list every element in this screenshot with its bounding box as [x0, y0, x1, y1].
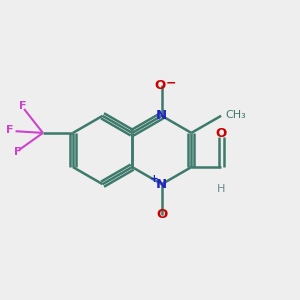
Text: +: + — [150, 174, 159, 184]
Text: N: N — [156, 178, 167, 191]
Text: H: H — [217, 184, 226, 194]
Text: O: O — [155, 79, 166, 92]
Text: O: O — [156, 208, 167, 221]
Text: F: F — [6, 125, 14, 135]
Text: O: O — [216, 127, 227, 140]
Text: N: N — [156, 109, 167, 122]
Text: CH₃: CH₃ — [226, 110, 246, 120]
Text: F: F — [19, 101, 26, 111]
Text: F: F — [14, 147, 21, 158]
Text: −: − — [166, 77, 176, 90]
